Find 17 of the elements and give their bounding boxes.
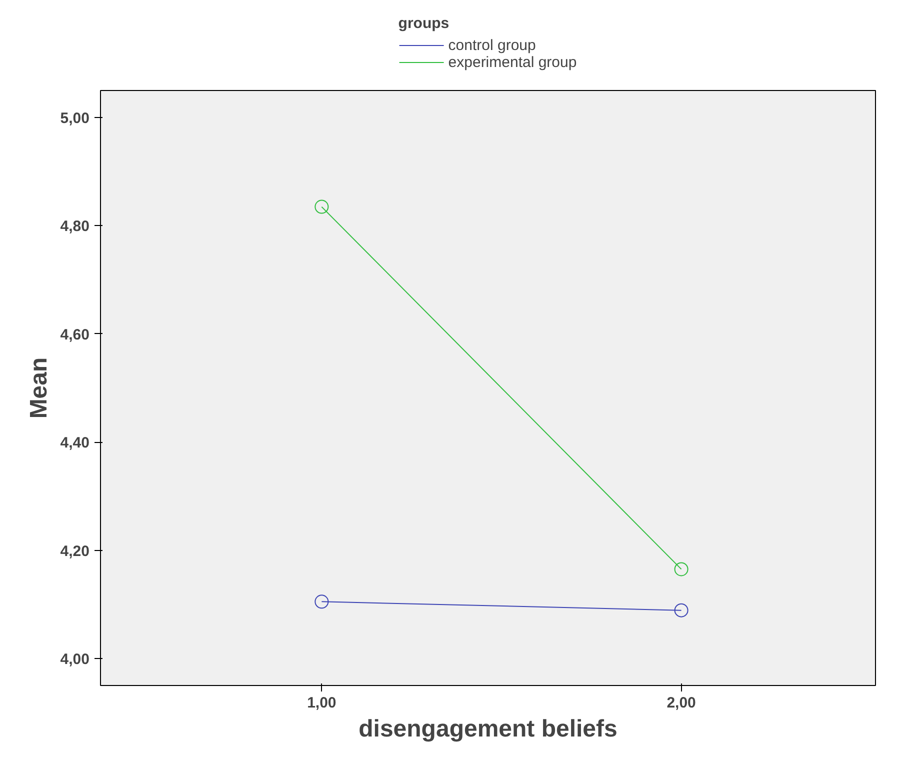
y-axis-title: Mean — [25, 357, 52, 419]
legend-label: experimental group — [448, 54, 577, 70]
y-tick-label: 4,20 — [60, 542, 90, 560]
y-tick-label: 4,80 — [60, 218, 90, 236]
legend-label: control group — [448, 36, 536, 54]
point — [314, 594, 329, 609]
point — [674, 603, 688, 618]
x-axis-title: disengagement beliefs — [358, 716, 618, 742]
x-tick-label: 1,00 — [307, 694, 336, 712]
point — [674, 562, 688, 576]
y-tick-label: 5,00 — [60, 110, 90, 128]
y-tick-label: 4,00 — [60, 650, 90, 668]
y-tick-label: 4,60 — [60, 326, 90, 344]
point — [314, 200, 329, 214]
x-tick-label: 2,00 — [666, 694, 696, 712]
legend-title: groups — [398, 14, 450, 32]
y-tick-label: 4,40 — [60, 434, 90, 452]
